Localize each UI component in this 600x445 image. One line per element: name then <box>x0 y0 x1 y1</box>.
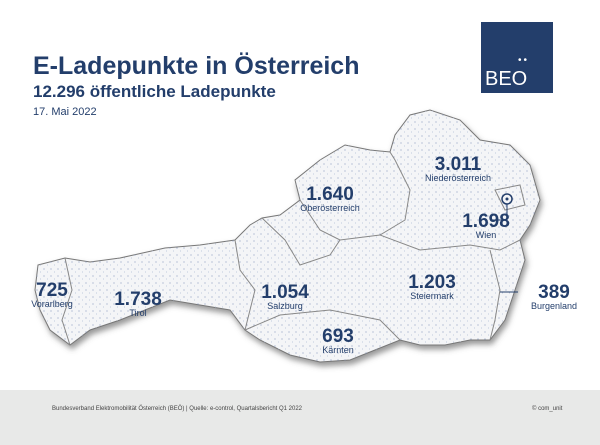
beo-logo: •• BEO <box>481 22 553 93</box>
source-note: Bundesverband Elektromobilität Österreic… <box>52 406 303 412</box>
region-steiermark: 1.203 Steiermark <box>408 272 456 301</box>
state-borders <box>61 151 526 346</box>
region-salzburg: 1.054 Salzburg <box>261 282 309 311</box>
region-vorarlberg: 725 Vorarlberg <box>31 280 73 309</box>
region-wien: 1.698 Wien <box>462 211 510 240</box>
date: 17. Mai 2022 <box>33 106 97 118</box>
region-oberoesterreich: 1.640 Oberösterreich <box>300 184 360 213</box>
region-burgenland: 389 Burgenland <box>530 282 578 311</box>
region-kaernten: 693 Kärnten <box>322 326 354 355</box>
footer <box>0 390 600 445</box>
page-title: E-Ladepunkte in Österreich <box>33 52 360 80</box>
copyright: © com_unit <box>532 406 563 412</box>
region-tirol: 1.738 Tirol <box>114 289 162 318</box>
region-niederoesterreich: 3.011 Niederösterreich <box>424 154 492 183</box>
page-subtitle: 12.296 öffentliche Ladepunkte <box>33 82 276 101</box>
